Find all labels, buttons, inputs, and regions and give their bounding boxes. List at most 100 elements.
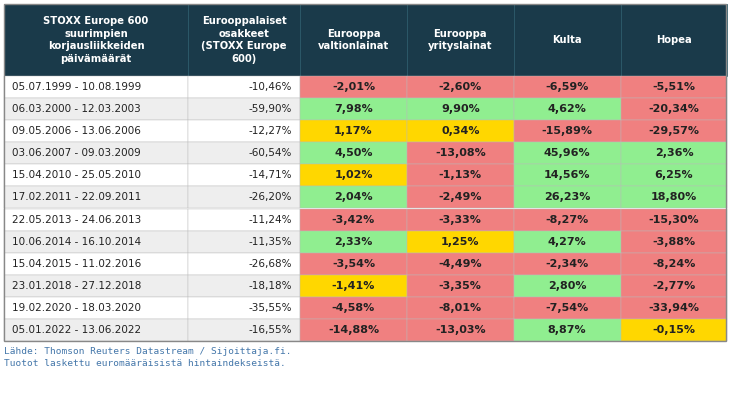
Bar xyxy=(188,253,300,275)
Text: -29,57%: -29,57% xyxy=(648,126,699,136)
Bar xyxy=(300,120,407,142)
Text: 9,90%: 9,90% xyxy=(441,104,480,114)
Text: Lähde: Thomson Reuters Datastream / Sijoittaja.fi.
Tuotot laskettu euromääräisis: Lähde: Thomson Reuters Datastream / Sijo… xyxy=(4,347,291,369)
Text: -2,60%: -2,60% xyxy=(439,82,482,92)
Text: STOXX Europe 600
suurimpien
korjausliikkeiden
päivämäärät: STOXX Europe 600 suurimpien korjausliikk… xyxy=(43,16,149,64)
Text: 18,80%: 18,80% xyxy=(651,192,697,203)
Text: 6,25%: 6,25% xyxy=(655,170,694,180)
Bar xyxy=(620,98,727,120)
Text: 26,23%: 26,23% xyxy=(544,192,591,203)
Text: 19.02.2020 - 18.03.2020: 19.02.2020 - 18.03.2020 xyxy=(12,303,141,313)
Bar xyxy=(514,297,620,319)
Text: 14,56%: 14,56% xyxy=(544,170,591,180)
Text: -8,27%: -8,27% xyxy=(545,215,589,225)
Text: 4,27%: 4,27% xyxy=(548,237,586,247)
Bar xyxy=(300,253,407,275)
Text: -0,15%: -0,15% xyxy=(653,325,696,335)
Text: Eurooppa
yrityslainat: Eurooppa yrityslainat xyxy=(428,29,493,51)
Bar xyxy=(407,186,514,209)
Text: -33,94%: -33,94% xyxy=(648,303,699,313)
Text: 06.03.2000 - 12.03.2003: 06.03.2000 - 12.03.2003 xyxy=(12,104,141,114)
Bar xyxy=(300,76,407,98)
Text: -3,88%: -3,88% xyxy=(653,237,696,247)
Bar xyxy=(300,297,407,319)
Bar xyxy=(4,319,188,341)
Bar xyxy=(188,4,300,76)
Text: -7,54%: -7,54% xyxy=(545,303,589,313)
Bar xyxy=(620,76,727,98)
Bar xyxy=(300,142,407,164)
Bar xyxy=(188,120,300,142)
Bar xyxy=(407,319,514,341)
Text: 17.02.2011 - 22.09.2011: 17.02.2011 - 22.09.2011 xyxy=(12,192,141,203)
Bar xyxy=(300,98,407,120)
Text: Hopea: Hopea xyxy=(656,35,692,45)
Text: -2,77%: -2,77% xyxy=(653,281,696,291)
Bar xyxy=(620,297,727,319)
Text: 22.05.2013 - 24.06.2013: 22.05.2013 - 24.06.2013 xyxy=(12,215,141,225)
Bar xyxy=(514,186,620,209)
Text: 15.04.2010 - 25.05.2010: 15.04.2010 - 25.05.2010 xyxy=(12,170,141,180)
Text: 0,34%: 0,34% xyxy=(441,126,480,136)
Text: -3,42%: -3,42% xyxy=(332,215,375,225)
Bar xyxy=(620,120,727,142)
Bar xyxy=(300,275,407,297)
Text: -1,13%: -1,13% xyxy=(439,170,482,180)
Bar xyxy=(514,142,620,164)
Text: 4,50%: 4,50% xyxy=(334,148,373,158)
Bar xyxy=(620,319,727,341)
Text: -59,90%: -59,90% xyxy=(249,104,292,114)
Text: -12,27%: -12,27% xyxy=(248,126,292,136)
Text: -3,33%: -3,33% xyxy=(439,215,482,225)
Bar xyxy=(514,209,620,231)
Bar xyxy=(407,297,514,319)
Bar xyxy=(300,164,407,186)
Bar xyxy=(188,76,300,98)
Text: -60,54%: -60,54% xyxy=(249,148,292,158)
Text: -20,34%: -20,34% xyxy=(648,104,699,114)
Text: Eurooppalaiset
osakkeet
(STOXX Europe
600): Eurooppalaiset osakkeet (STOXX Europe 60… xyxy=(201,16,287,64)
Text: 15.04.2015 - 11.02.2016: 15.04.2015 - 11.02.2016 xyxy=(12,259,141,269)
Bar xyxy=(4,164,188,186)
Bar xyxy=(4,186,188,209)
Bar xyxy=(514,164,620,186)
Text: -1,41%: -1,41% xyxy=(331,281,375,291)
Bar xyxy=(620,164,727,186)
Bar xyxy=(188,209,300,231)
Text: 8,87%: 8,87% xyxy=(548,325,586,335)
Text: 4,62%: 4,62% xyxy=(548,104,587,114)
Bar xyxy=(514,4,620,76)
Bar xyxy=(514,231,620,253)
Text: 45,96%: 45,96% xyxy=(544,148,591,158)
Text: -26,20%: -26,20% xyxy=(249,192,292,203)
Text: 7,98%: 7,98% xyxy=(334,104,373,114)
Bar xyxy=(4,253,188,275)
Bar xyxy=(4,4,726,341)
Bar xyxy=(407,209,514,231)
Bar xyxy=(300,186,407,209)
Text: 2,04%: 2,04% xyxy=(334,192,373,203)
Text: Kulta: Kulta xyxy=(553,35,582,45)
Bar xyxy=(620,4,727,76)
Bar xyxy=(620,142,727,164)
Text: -4,49%: -4,49% xyxy=(439,259,482,269)
Text: 03.06.2007 - 09.03.2009: 03.06.2007 - 09.03.2009 xyxy=(12,148,141,158)
Text: -15,30%: -15,30% xyxy=(649,215,699,225)
Bar xyxy=(300,231,407,253)
Text: -5,51%: -5,51% xyxy=(653,82,696,92)
Text: -13,03%: -13,03% xyxy=(435,325,485,335)
Bar xyxy=(188,142,300,164)
Text: -8,01%: -8,01% xyxy=(439,303,482,313)
Text: -2,34%: -2,34% xyxy=(545,259,589,269)
Bar xyxy=(4,142,188,164)
Text: 2,36%: 2,36% xyxy=(655,148,694,158)
Bar xyxy=(407,4,514,76)
Bar xyxy=(4,76,188,98)
Bar xyxy=(620,186,727,209)
Bar xyxy=(300,319,407,341)
Bar xyxy=(620,253,727,275)
Text: 1,02%: 1,02% xyxy=(334,170,373,180)
Bar xyxy=(407,142,514,164)
Bar xyxy=(407,164,514,186)
Text: -3,35%: -3,35% xyxy=(439,281,482,291)
